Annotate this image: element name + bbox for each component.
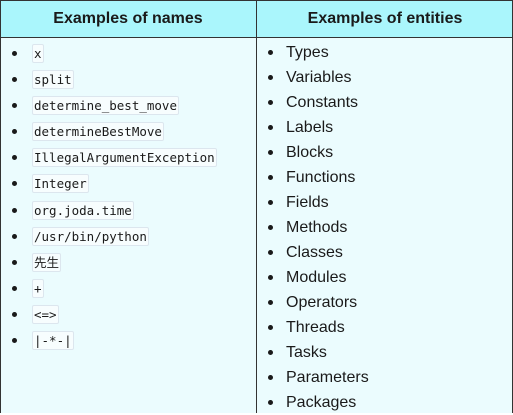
entity-example: Methods <box>257 215 513 240</box>
bullet-icon <box>268 125 273 130</box>
bullet-icon <box>12 286 17 291</box>
bullet-icon <box>12 312 17 317</box>
entity-example: Packages <box>257 390 513 415</box>
entity-example: Types <box>257 40 513 65</box>
entity-example-text: Types <box>286 40 329 65</box>
name-example: split <box>0 67 256 93</box>
name-example-text: determine_best_move <box>32 96 179 115</box>
name-example: determineBestMove <box>0 119 256 145</box>
bullet-icon <box>268 325 273 330</box>
name-example-text: |-*-| <box>32 331 74 350</box>
entity-example: Functions <box>257 165 513 190</box>
bullet-icon <box>12 51 17 56</box>
entity-example: Constants <box>257 90 513 115</box>
name-example: x <box>0 41 256 67</box>
entity-example-text: Variables <box>286 65 352 90</box>
entity-example-text: Fields <box>286 190 329 215</box>
column-divider <box>256 0 257 413</box>
name-example: Integer <box>0 171 256 197</box>
entity-example-text: Functions <box>286 165 355 190</box>
entity-example-text: Blocks <box>286 140 333 165</box>
bullet-icon <box>12 181 17 186</box>
entity-example-text: Methods <box>286 215 347 240</box>
name-example-text: <=> <box>32 305 59 324</box>
bullet-icon <box>12 208 17 213</box>
bullet-icon <box>12 77 17 82</box>
entity-example-text: Packages <box>286 390 356 415</box>
name-example: + <box>0 276 256 302</box>
bullet-icon <box>268 275 273 280</box>
bullet-icon <box>268 200 273 205</box>
header-names: Examples of names <box>0 0 256 37</box>
name-example: |-*-| <box>0 328 256 354</box>
bullet-icon <box>268 350 273 355</box>
bullet-icon <box>12 103 17 108</box>
entity-example-text: Operators <box>286 290 357 315</box>
name-example: org.joda.time <box>0 198 256 224</box>
header-entities: Examples of entities <box>257 0 513 37</box>
entity-example: Operators <box>257 290 513 315</box>
name-example: <=> <box>0 302 256 328</box>
bullet-icon <box>12 234 17 239</box>
bullet-icon <box>268 150 273 155</box>
name-example-text: 先生 <box>32 253 61 272</box>
names-list: x split determine_best_move determineBestMo… <box>0 41 256 354</box>
entity-example-text: Threads <box>286 315 345 340</box>
entity-example: Tasks <box>257 340 513 365</box>
entity-example: Variables <box>257 65 513 90</box>
entity-example: Modules <box>257 265 513 290</box>
name-example-text: + <box>32 279 44 298</box>
entity-example-text: Parameters <box>286 365 369 390</box>
name-example: IllegalArgumentException <box>0 145 256 171</box>
bullet-icon <box>268 400 273 405</box>
bullet-icon <box>268 300 273 305</box>
entity-example: Fields <box>257 190 513 215</box>
name-example-text: x <box>32 44 44 63</box>
entity-example-text: Modules <box>286 265 346 290</box>
bullet-icon <box>12 129 17 134</box>
name-example: /usr/bin/python <box>0 224 256 250</box>
bullet-icon <box>268 225 273 230</box>
entity-example: Classes <box>257 240 513 265</box>
entity-example: Threads <box>257 315 513 340</box>
bullet-icon <box>268 175 273 180</box>
name-example-text: Integer <box>32 174 89 193</box>
name-example: determine_best_move <box>0 93 256 119</box>
entity-example: Labels <box>257 115 513 140</box>
bullet-icon <box>268 250 273 255</box>
entity-example: Blocks <box>257 140 513 165</box>
name-example-text: split <box>32 70 74 89</box>
name-example-text: determineBestMove <box>32 122 164 141</box>
name-example-text: /usr/bin/python <box>32 227 149 246</box>
entity-example: Parameters <box>257 365 513 390</box>
bullet-icon <box>268 75 273 80</box>
table-border-left <box>0 0 1 413</box>
bullet-icon <box>268 375 273 380</box>
bullet-icon <box>12 155 17 160</box>
entity-example-text: Classes <box>286 240 343 265</box>
name-example: 先生 <box>0 250 256 276</box>
name-example-text: org.joda.time <box>32 201 134 220</box>
bullet-icon <box>12 338 17 343</box>
entity-example-text: Labels <box>286 115 333 140</box>
bullet-icon <box>12 260 17 265</box>
entities-list: Types Variables Constants Labels Blocks Funct… <box>257 40 513 415</box>
bullet-icon <box>268 100 273 105</box>
entity-example-text: Tasks <box>286 340 327 365</box>
name-example-text: IllegalArgumentException <box>32 148 217 167</box>
bullet-icon <box>268 50 273 55</box>
entity-example-text: Constants <box>286 90 358 115</box>
